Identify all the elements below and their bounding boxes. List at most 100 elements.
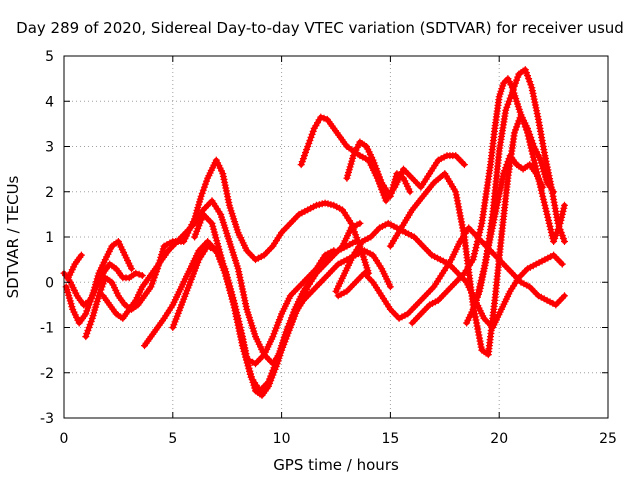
data-point (199, 186, 207, 194)
y-tick-label: -2 (40, 366, 54, 382)
data-point (521, 66, 529, 74)
data-point (522, 69, 530, 77)
data-point (530, 156, 538, 164)
x-tick-label: 5 (168, 431, 177, 447)
data-point (460, 161, 468, 169)
data-point (529, 150, 537, 158)
data-point (527, 144, 535, 152)
data-point (305, 140, 313, 147)
data-point (473, 238, 481, 245)
data-point (555, 222, 563, 230)
data-point (502, 106, 510, 114)
data-point (517, 111, 525, 119)
data-point (504, 75, 512, 83)
series-t8 (191, 210, 338, 368)
data-point (514, 120, 522, 128)
data-point (309, 127, 317, 135)
data-point (539, 195, 547, 203)
data-point (500, 170, 508, 178)
y-tick-label: 3 (45, 140, 54, 156)
data-point (547, 226, 555, 233)
data-point (558, 260, 566, 268)
series-t3 (64, 251, 85, 282)
data-point (542, 207, 550, 215)
data-point (513, 123, 521, 131)
data-point (307, 133, 315, 141)
data-point (203, 177, 210, 185)
data-point (554, 219, 562, 227)
data-point (550, 238, 558, 245)
data-point (84, 327, 92, 334)
chart-title: Day 289 of 2020, Sidereal Day-to-day VTE… (16, 19, 624, 37)
data-point (556, 226, 564, 233)
data-point (87, 318, 95, 325)
data-point (302, 149, 309, 156)
y-tick-label: 5 (45, 49, 54, 65)
data-point (508, 88, 516, 96)
data-point (87, 295, 95, 303)
data-point (317, 113, 325, 121)
data-point (545, 216, 552, 224)
y-tick-label: 4 (45, 94, 54, 110)
data-point (473, 292, 481, 300)
data-point (520, 120, 528, 128)
data-point (552, 232, 560, 239)
series-t4 (82, 156, 373, 341)
data-point (543, 210, 551, 218)
data-point (86, 298, 94, 306)
data-point (83, 307, 91, 315)
data-point (149, 277, 157, 285)
data-point (561, 201, 568, 209)
data-point (526, 138, 534, 146)
data-point (527, 81, 535, 89)
data-point (85, 324, 93, 331)
data-point (85, 301, 93, 309)
data-point (540, 146, 548, 153)
data-point (505, 97, 513, 105)
data-point (201, 180, 209, 188)
data-point (522, 126, 530, 134)
data-point (306, 137, 314, 144)
y-tick-label: -3 (40, 411, 54, 427)
data-point (526, 78, 534, 86)
data-point (471, 250, 478, 258)
data-point (473, 241, 481, 248)
data-point (479, 268, 487, 276)
data-point (551, 235, 559, 242)
data-point (128, 265, 135, 273)
data-point (558, 232, 566, 239)
x-tick-label: 15 (381, 431, 399, 447)
series-t2 (62, 238, 135, 327)
data-point (98, 283, 106, 291)
y-axis-label: SDTVAR / TECUs (4, 175, 22, 298)
data-point (478, 274, 486, 282)
data-point (541, 201, 549, 209)
x-tick-label: 25 (599, 431, 617, 447)
data-point (198, 189, 206, 197)
data-point (559, 207, 567, 215)
data-point (82, 310, 90, 318)
data-point (524, 129, 531, 137)
data-point (299, 155, 307, 163)
data-point (503, 103, 511, 111)
data-point (320, 114, 328, 122)
data-point (96, 289, 104, 297)
data-point (528, 147, 536, 155)
y-tick-label: 0 (45, 275, 54, 291)
data-point (501, 167, 509, 175)
data-point (300, 152, 308, 160)
data-point (352, 238, 360, 245)
data-point (406, 188, 414, 196)
axis-ticks: 0 5 10 15 20 25 -3 -2 -1 0 1 2 3 4 5 (40, 49, 617, 447)
data-point (97, 286, 105, 294)
data-point (470, 302, 478, 310)
data-point (539, 192, 547, 200)
data-point (510, 82, 518, 90)
data-point (542, 204, 550, 212)
y-tick-label: 1 (45, 230, 54, 246)
x-tick-label: 20 (490, 431, 508, 447)
grid-lines (64, 56, 608, 418)
series-trace (335, 225, 567, 321)
data-point (477, 277, 485, 285)
